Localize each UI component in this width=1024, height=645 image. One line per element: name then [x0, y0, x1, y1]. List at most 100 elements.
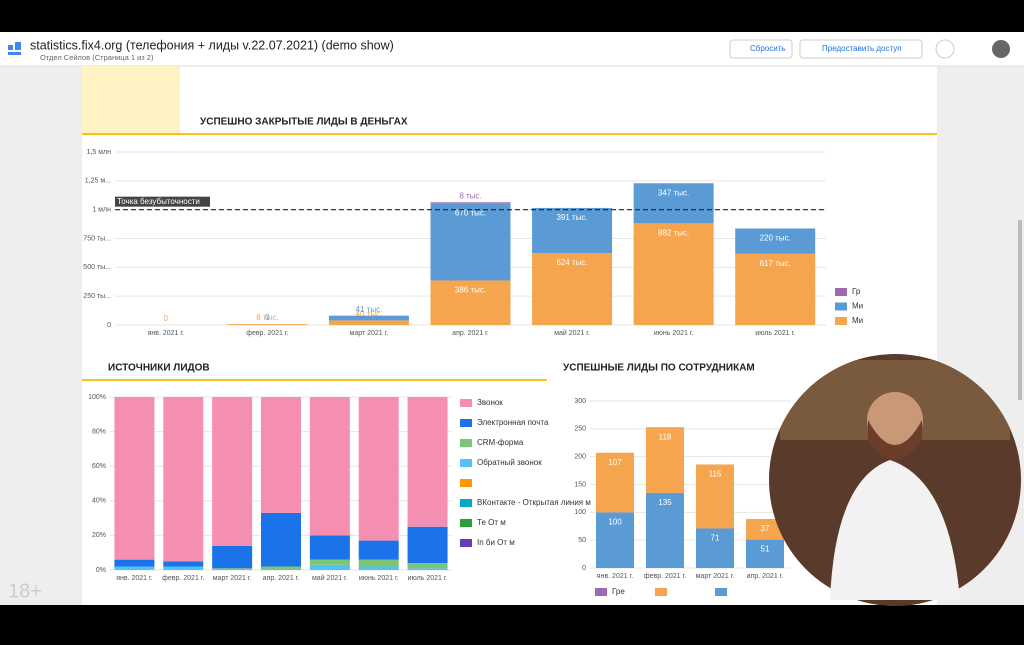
y-tick-label: 50 — [578, 537, 586, 544]
legend-swatch — [460, 499, 472, 507]
x-tick-label: март 2021 г. — [350, 330, 389, 337]
bar-segment — [532, 253, 613, 325]
x-tick-label: янв. 2021 г. — [597, 573, 633, 580]
bar-segment — [358, 559, 399, 567]
data-label: 882 тыс. — [658, 228, 689, 237]
charts: УСПЕШНО ЗАКРЫТЫЕ ЛИДЫ В ДЕНЬГАХ 0 250 ты..… — [83, 117, 863, 596]
y-tick-label: 1 млн — [92, 207, 111, 214]
bar-segment — [328, 315, 409, 321]
bar-segment — [309, 397, 350, 536]
legend-label: CRM-форма — [477, 438, 524, 447]
bar-segment — [633, 223, 714, 325]
y-tick-label: 200 — [574, 454, 586, 461]
bar-segment — [328, 320, 409, 325]
legend-label: Ми — [852, 302, 863, 311]
chart-title: УСПЕШНО ЗАКРЫТЫЕ ЛИДЫ В ДЕНЬГАХ — [200, 117, 408, 128]
legend-label: Гр — [852, 287, 861, 296]
account-avatar[interactable] — [992, 40, 1010, 58]
x-tick-label: май 2021 г. — [554, 329, 590, 337]
data-label: 37 — [761, 524, 770, 533]
x-tick-label: июнь 2021 г. — [654, 330, 694, 337]
bar-segment — [430, 280, 511, 325]
data-label: 115 — [709, 470, 722, 479]
bar-segment — [114, 397, 155, 560]
x-tick-label: апр. 2021 г. — [747, 573, 784, 580]
x-tick-label: февр. 2021 г. — [162, 575, 204, 582]
share-button[interactable] — [799, 39, 923, 59]
bar-segment — [261, 566, 301, 570]
breadcrumb[interactable]: Отдел Сейлов (Страница 1 из 2) — [40, 53, 154, 62]
x-tick-label: февр. 2021 г. — [246, 330, 288, 337]
legend-swatch — [655, 588, 667, 596]
bar-segment — [735, 253, 816, 325]
y-tick-label: 20% — [92, 532, 106, 539]
bar-segment — [358, 566, 399, 570]
video-overlay — [769, 354, 1021, 606]
legend-swatch — [460, 399, 472, 407]
x-tick-label: июль 2021 г. — [408, 575, 448, 582]
y-tick-label: 500 ты... — [83, 264, 111, 271]
bar-segment — [227, 324, 308, 325]
yellow-panel — [82, 66, 180, 134]
y-tick-label: 0 — [582, 565, 586, 572]
bar-segment — [114, 566, 155, 570]
legend-swatch — [460, 539, 472, 547]
x-tick-label: февр. 2021 г. — [644, 573, 686, 580]
bar-segment — [309, 564, 350, 570]
logo — [8, 42, 21, 55]
margin-left — [0, 66, 82, 605]
data-label: 71 — [711, 534, 720, 543]
legend-label: Ми — [852, 316, 863, 325]
bar-segment — [309, 535, 350, 560]
legend-label: Обратный звонок — [477, 458, 542, 467]
reset-button[interactable] — [729, 39, 793, 59]
y-tick-label: 40% — [92, 498, 106, 505]
legend-label: Те От м — [477, 518, 506, 527]
data-label: 8 тыс. — [256, 313, 278, 322]
bar-segment — [309, 559, 350, 565]
y-tick-label: 300 — [574, 398, 586, 405]
y-tick-label: 750 ты... — [83, 235, 111, 242]
bar-segment — [358, 540, 399, 560]
scrollbar — [1018, 220, 1022, 400]
y-tick-label: 100 — [574, 509, 586, 516]
legend-label: ВКонтакте - Открытая линия м — [477, 498, 591, 507]
y-tick-label: 80% — [92, 428, 106, 435]
reference-label: Точка безубыточности — [117, 197, 200, 206]
x-tick-label: янв. 2021 г. — [148, 330, 184, 337]
data-label: 386 тыс. — [455, 286, 486, 295]
bar-segment — [430, 202, 511, 204]
bar-segment — [261, 512, 301, 567]
data-label: 617 тыс. — [760, 259, 791, 268]
x-tick-label: март 2021 г. — [213, 575, 252, 582]
legend-swatch — [460, 479, 472, 487]
legend-label: In би От м — [477, 538, 515, 547]
report-title: statistics.fix4.org (телефония + лиды v.… — [30, 38, 394, 52]
bar-segment — [163, 561, 204, 567]
watermark: 18+ — [8, 580, 42, 602]
x-tick-label: апр. 2021 г. — [263, 575, 300, 582]
bar-segment — [407, 397, 448, 527]
data-label: 391 тыс. — [556, 213, 587, 222]
bar-segment — [163, 397, 204, 562]
y-tick-label: 60% — [92, 463, 106, 470]
legend-swatch — [835, 302, 847, 311]
y-tick-label: 0 — [107, 322, 111, 329]
bar-segment — [212, 568, 253, 570]
menu-button[interactable] — [935, 39, 955, 59]
bar-segment — [114, 559, 155, 567]
data-label: 100 — [608, 517, 622, 526]
bar-segment — [696, 528, 734, 568]
x-tick-label: янв. 2021 г. — [116, 575, 152, 582]
bar-segment — [212, 397, 253, 546]
data-label: 41 тыс. — [356, 305, 383, 314]
legend-swatch — [835, 288, 847, 296]
bar-segment — [430, 203, 511, 281]
data-label: 8 тыс. — [459, 191, 481, 200]
reset-label: Сбросить — [750, 44, 786, 53]
legend-label: Гре — [612, 587, 625, 596]
bar-segment — [163, 566, 204, 570]
y-tick-label: 100% — [88, 394, 106, 401]
